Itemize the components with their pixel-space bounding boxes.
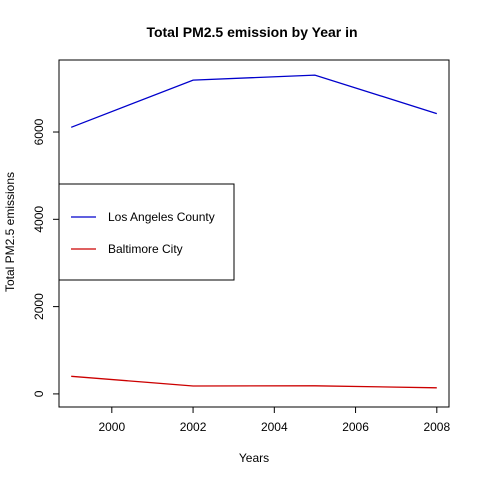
x-tick-label-2004: 2004 <box>261 420 288 434</box>
y-tick-label-2000: 2000 <box>32 293 46 320</box>
series-layer <box>70 74 437 389</box>
series-line-baltimore-city <box>71 375 437 389</box>
y-tick-label-6000: 6000 <box>32 118 46 145</box>
legend-label-baltimore: Baltimore City <box>108 242 183 256</box>
chart-title: Total PM2.5 emission by Year in <box>146 24 357 40</box>
x-axis: 2000 2002 2004 2006 2008 <box>98 407 450 434</box>
legend-label-los-angeles: Los Angeles County <box>108 210 215 224</box>
x-tick-label-2000: 2000 <box>98 420 125 434</box>
y-axis: 0 2000 4000 6000 <box>32 118 59 397</box>
x-tick-label-2006: 2006 <box>342 420 369 434</box>
legend-box <box>58 183 235 281</box>
legend: Los Angeles County Baltimore City <box>58 183 235 281</box>
series-line-los-angeles-county <box>70 74 437 128</box>
y-axis-label: Total PM2.5 emissions <box>3 172 17 292</box>
y-tick-label-4000: 4000 <box>32 206 46 233</box>
x-tick-label-2008: 2008 <box>423 420 450 434</box>
x-tick-label-2002: 2002 <box>180 420 207 434</box>
y-tick-label-0: 0 <box>32 390 46 397</box>
x-axis-label: Years <box>239 451 269 465</box>
